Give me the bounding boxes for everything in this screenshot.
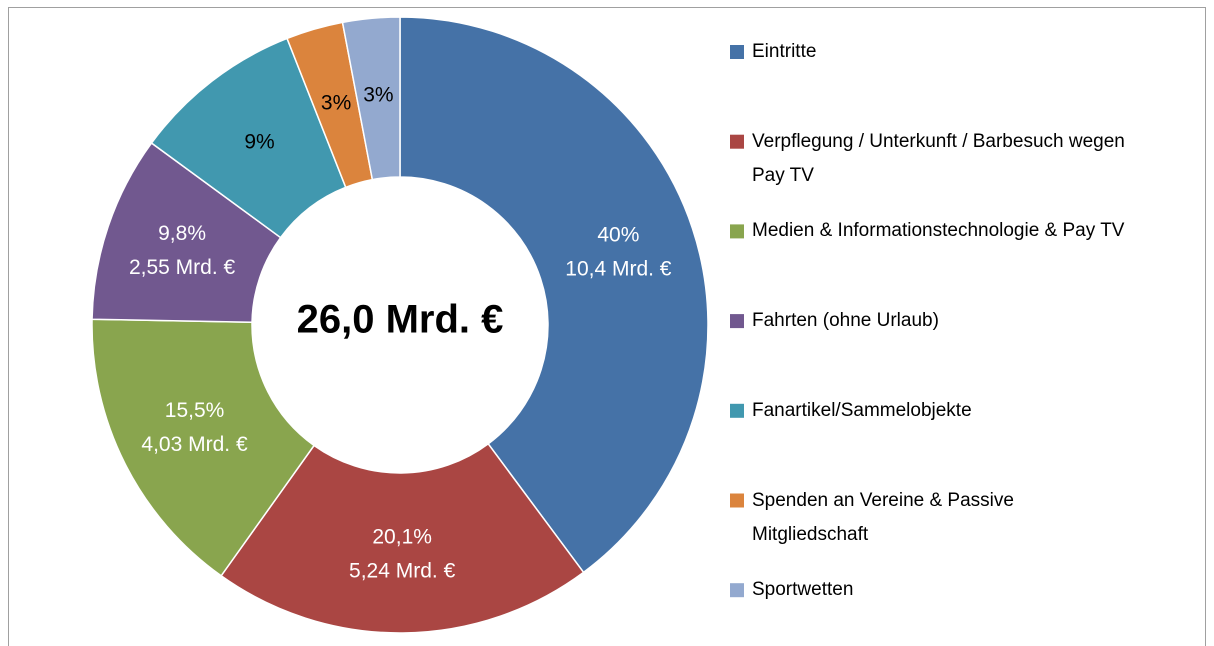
legend-item: Verpflegung / Unterkunft / Barbesuch weg… <box>752 130 1125 186</box>
legend-swatch <box>730 314 744 329</box>
legend-label: Sportwetten <box>752 579 854 601</box>
legend-item: Fanartikel/Sammelobjekte <box>752 399 972 421</box>
value-label: 15,5% <box>165 399 225 422</box>
legend-item: Sportwetten <box>752 579 854 601</box>
value-label: 9,8% <box>158 222 206 245</box>
legend-item: Spenden an Vereine & Passive Mitgliedsch… <box>752 489 1014 545</box>
slice <box>341 16 401 181</box>
slice <box>91 318 316 577</box>
value-label: 3% <box>363 84 393 107</box>
legend-label: Fanartikel/Sammelobjekte <box>752 399 972 421</box>
legend-swatch <box>730 224 744 239</box>
legend-label: Fahrten (ohne Urlaub) <box>752 310 939 332</box>
value-label: 40% <box>597 223 639 246</box>
legend-swatch <box>730 134 744 149</box>
slice <box>220 442 585 634</box>
amount-label: 2,55 Mrd. € <box>129 256 236 279</box>
value-label: 9% <box>244 130 274 153</box>
amount-label: 4,03 Mrd. € <box>141 433 248 456</box>
legend-item: Medien & Informationstechnologie & Pay T… <box>752 220 1125 242</box>
legend-item: Eintritte <box>752 41 817 62</box>
legend-label: Eintritte <box>752 41 817 62</box>
legend-item: Fahrten (ohne Urlaub) <box>752 310 939 332</box>
legend-label: Verpflegung / Unterkunft / Barbesuch weg… <box>752 130 1125 186</box>
legend-swatch <box>730 45 744 59</box>
amount-label: 5,24 Mrd. € <box>349 560 456 583</box>
amount-label: 10,4 Mrd. € <box>565 257 672 280</box>
center-label: 26,0 Mrd. € <box>297 298 504 342</box>
legend-label: Spenden an Vereine & Passive Mitgliedsch… <box>752 489 1014 545</box>
slice <box>399 16 709 574</box>
legend-swatch <box>730 493 744 508</box>
legend-swatch <box>730 583 744 598</box>
legend-label: Medien & Informationstechnologie & Pay T… <box>752 220 1125 242</box>
value-label: 20,1% <box>372 526 432 549</box>
legend-swatch <box>730 403 744 418</box>
value-label: 3% <box>321 92 351 115</box>
